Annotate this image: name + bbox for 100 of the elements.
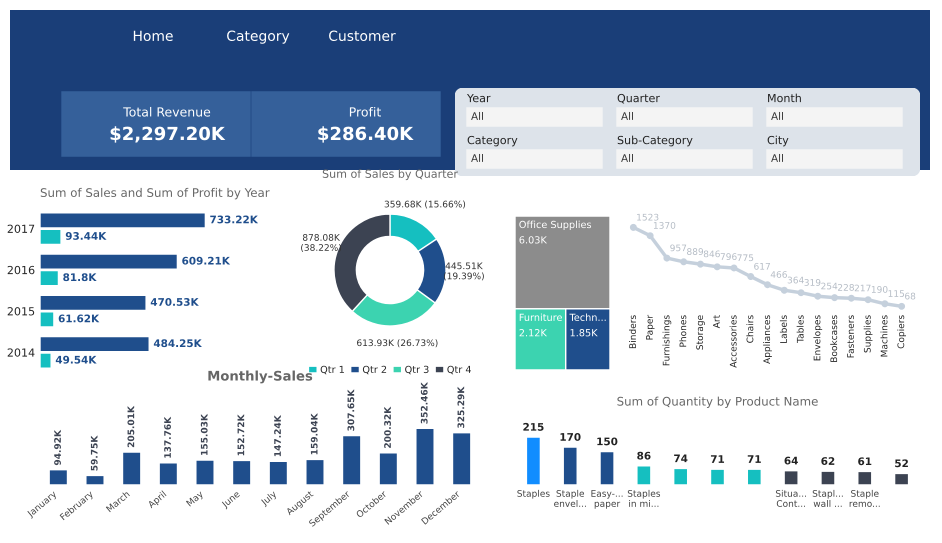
text: $286.40K bbox=[318, 126, 414, 143]
text: Month bbox=[768, 94, 801, 102]
text: Quarter bbox=[618, 94, 660, 104]
data-label: 152.72K bbox=[237, 414, 244, 456]
text: Category bbox=[468, 136, 518, 146]
data-label: 64 bbox=[784, 456, 798, 465]
bar bbox=[122, 451, 142, 485]
text: Profit bbox=[350, 106, 381, 117]
x-tick-label: Staple envel... bbox=[554, 490, 586, 507]
data-label: 889 bbox=[687, 248, 704, 255]
data-label: 1370 bbox=[654, 222, 676, 229]
data-label: 190 bbox=[872, 286, 888, 293]
point bbox=[730, 264, 738, 272]
bar bbox=[232, 460, 252, 485]
data-label: 470.53K bbox=[150, 298, 199, 306]
text: $2,297.20K bbox=[110, 126, 226, 143]
x-tick-label: Phones bbox=[679, 315, 686, 347]
category-label: Techn... bbox=[570, 313, 606, 322]
point bbox=[831, 294, 838, 302]
x-tick-label: Paper bbox=[646, 314, 655, 340]
data-label: 61 bbox=[858, 457, 872, 466]
text: All bbox=[621, 154, 633, 162]
point bbox=[780, 286, 788, 294]
point bbox=[848, 294, 855, 302]
text: Home bbox=[134, 30, 173, 42]
x-tick-label: Easy-... paper bbox=[591, 490, 623, 509]
point bbox=[646, 232, 654, 240]
data-label: 484.25K bbox=[154, 339, 202, 348]
bar bbox=[857, 470, 872, 485]
bar bbox=[783, 470, 799, 485]
point bbox=[764, 281, 771, 288]
data-label: 325.29K bbox=[457, 386, 464, 428]
text: Year bbox=[466, 94, 491, 102]
point bbox=[864, 296, 872, 304]
data-label: 613.93K (26.73%) bbox=[357, 339, 438, 348]
x-tick-label: Stapl... wall ... bbox=[812, 490, 843, 507]
bar bbox=[305, 458, 325, 485]
bar bbox=[342, 434, 362, 485]
bar bbox=[562, 446, 578, 485]
data-label: 2.12K bbox=[520, 329, 548, 336]
text: All bbox=[771, 154, 783, 162]
data-label: 319 bbox=[804, 279, 820, 286]
text: City bbox=[768, 136, 788, 146]
bar bbox=[672, 468, 688, 485]
point bbox=[696, 260, 704, 268]
bar bbox=[636, 465, 652, 485]
data-label: 94.92K bbox=[54, 430, 61, 466]
data-label: 147.24K bbox=[274, 415, 281, 456]
y-tick-label: 2015 bbox=[8, 307, 34, 316]
data-label: 68 bbox=[905, 292, 916, 300]
x-tick-label: Chairs bbox=[746, 315, 754, 343]
point bbox=[680, 258, 688, 266]
data-label: 957 bbox=[670, 244, 686, 252]
text: Customer bbox=[329, 30, 396, 42]
data-label: 49.54K bbox=[56, 356, 97, 364]
bar bbox=[48, 469, 68, 485]
data-label: 71 bbox=[710, 455, 724, 463]
data-label: 6.03K bbox=[519, 236, 548, 244]
data-label: 217 bbox=[854, 284, 871, 292]
text: All bbox=[771, 112, 783, 120]
x-tick-label: Tables bbox=[796, 315, 804, 343]
data-label: 359.68K (15.66%) bbox=[384, 200, 466, 209]
bar bbox=[268, 460, 288, 485]
data-label: 466 bbox=[770, 271, 787, 278]
x-tick-label: Copiers bbox=[897, 315, 906, 348]
data-label: 352.46K bbox=[420, 382, 428, 424]
chart-title: Sum of Sales and Sum of Profit by Year bbox=[40, 188, 270, 200]
x-tick-label: May bbox=[186, 490, 205, 508]
text: All bbox=[471, 112, 483, 120]
chart-title: Monthly-Sales bbox=[208, 370, 312, 384]
category-label: Furniture bbox=[520, 313, 562, 322]
x-tick-label: Bookcases bbox=[830, 315, 838, 362]
bar bbox=[894, 472, 910, 485]
bar bbox=[195, 459, 215, 485]
x-tick-label: Fasteners bbox=[847, 315, 854, 358]
legend-label: Qtr 2 bbox=[362, 366, 386, 374]
legend-label: Qtr 4 bbox=[447, 366, 472, 374]
x-tick-label: Staples bbox=[517, 490, 550, 499]
data-label: 609.21K bbox=[182, 256, 230, 265]
text: All bbox=[471, 154, 483, 162]
data-label: 846 bbox=[704, 250, 720, 258]
x-tick-label: Accessories bbox=[730, 315, 737, 368]
y-tick-label: 2016 bbox=[8, 266, 34, 274]
point bbox=[898, 302, 906, 310]
data-label: 796 bbox=[720, 253, 737, 260]
x-tick-label: Appliances bbox=[763, 315, 772, 364]
bar bbox=[452, 432, 472, 485]
bar bbox=[158, 462, 178, 485]
data-label: 81.8K bbox=[63, 273, 97, 282]
x-tick-label: Situa... Cont... bbox=[776, 490, 806, 507]
data-label: 200.32K bbox=[384, 406, 391, 448]
data-label: 1523 bbox=[637, 214, 658, 221]
data-label: 205.01K bbox=[127, 406, 134, 448]
data-label: 228 bbox=[838, 284, 854, 291]
data-label: 74 bbox=[674, 454, 688, 462]
bar bbox=[710, 468, 726, 485]
data-label: 86 bbox=[637, 452, 651, 460]
y-tick-label: 2017 bbox=[8, 224, 34, 234]
point bbox=[814, 292, 822, 300]
bar bbox=[85, 474, 105, 485]
